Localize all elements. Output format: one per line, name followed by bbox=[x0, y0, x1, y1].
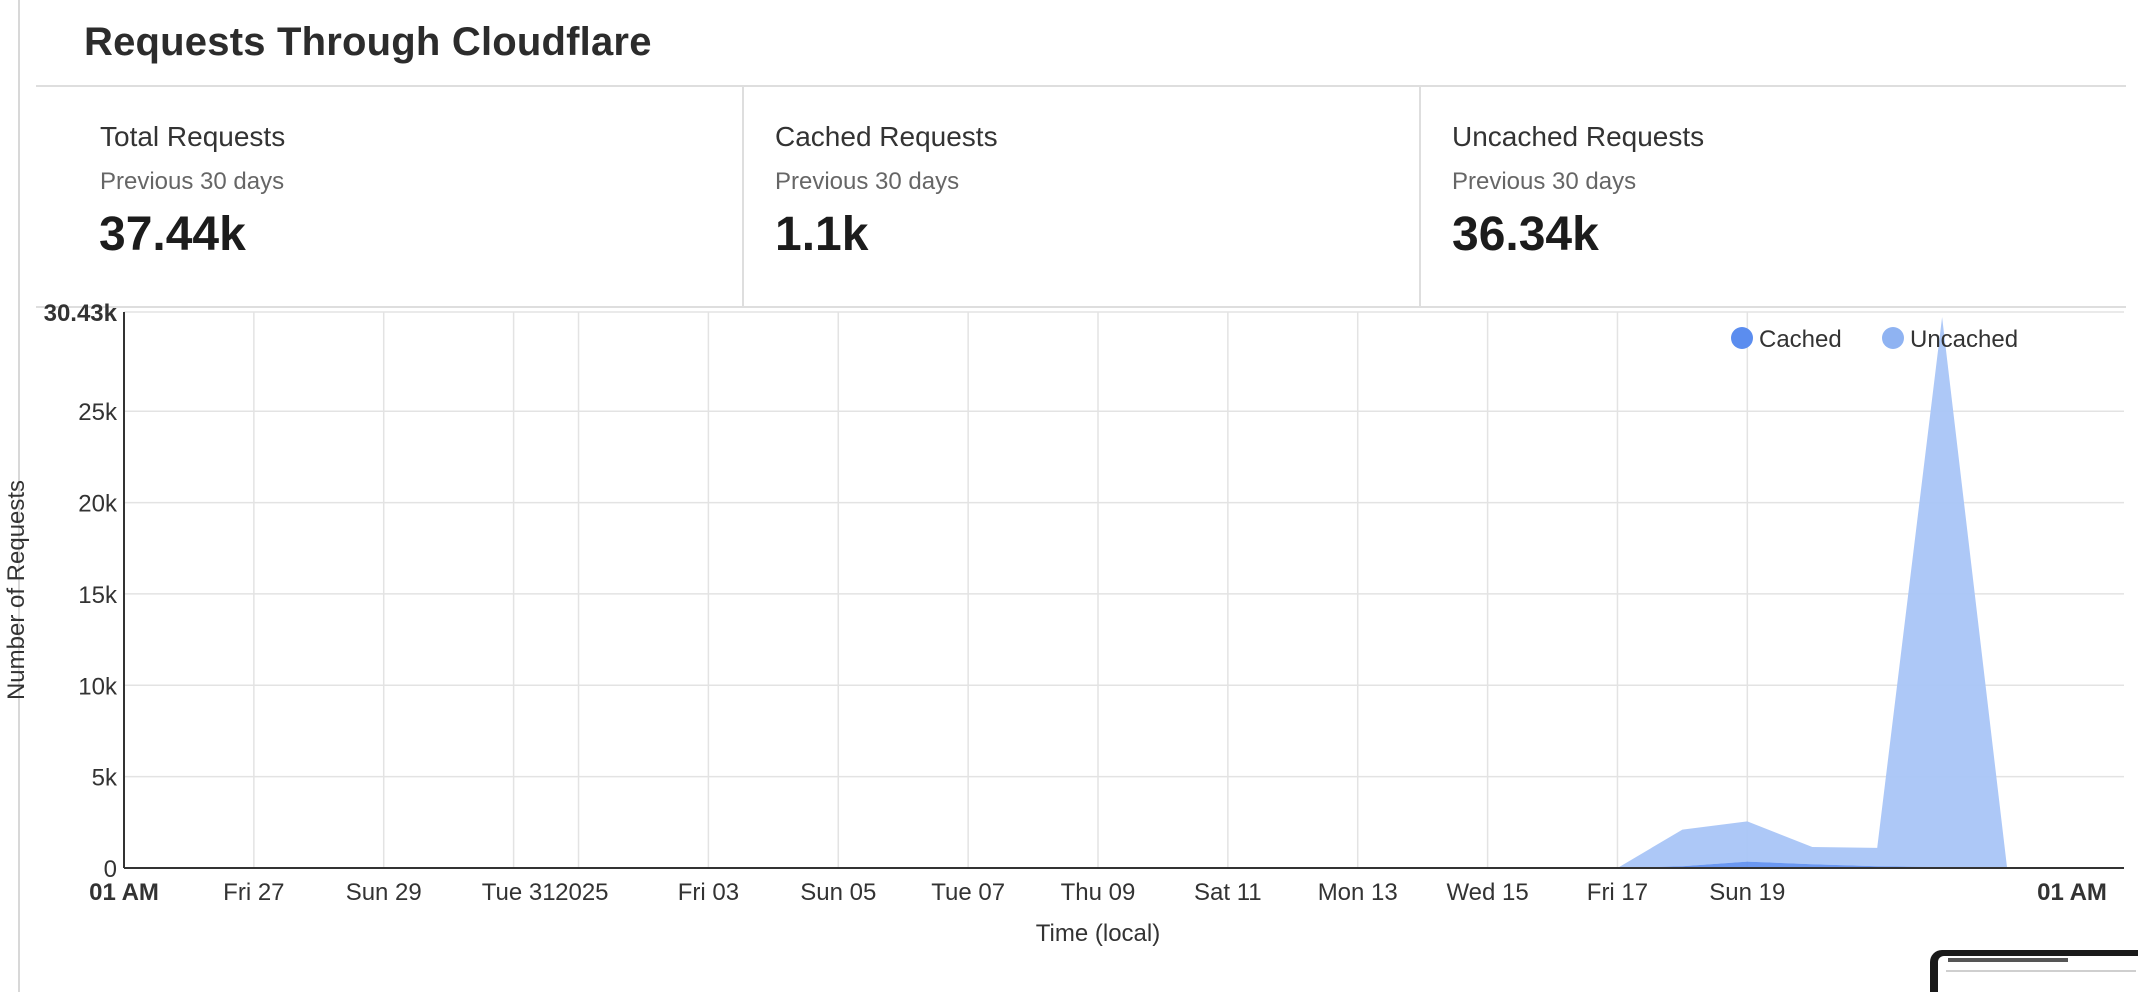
stat-label: Uncached Requests bbox=[1452, 121, 1705, 152]
x-tick-label: Sun 19 bbox=[1709, 879, 1785, 906]
legend-label-cached: Cached bbox=[1759, 326, 1842, 353]
x-tick-label: Sun 05 bbox=[800, 879, 876, 906]
y-tick-label: 30.43k bbox=[44, 300, 118, 327]
x-tick-label: Fri 17 bbox=[1587, 879, 1648, 906]
x-tick-label: Tue 07 bbox=[931, 879, 1005, 906]
stat-period: Previous 30 days bbox=[775, 168, 960, 195]
legend-marker-uncached bbox=[1882, 327, 1904, 349]
stat-value: 37.44k bbox=[99, 208, 246, 261]
thumbnail-preview bbox=[1938, 956, 2138, 992]
y-axis-title: Number of Requests bbox=[3, 480, 30, 700]
x-tick-label: Thu 09 bbox=[1061, 879, 1136, 906]
stat-period: Previous 30 days bbox=[100, 168, 285, 195]
x-tick-label: 01 AM bbox=[2037, 879, 2107, 906]
y-tick-label: 25k bbox=[78, 399, 118, 426]
stats-row: Total Requests Previous 30 days 37.44k C… bbox=[36, 87, 2126, 306]
x-tick-label: Sat 11 bbox=[1194, 879, 1262, 906]
y-tick-label: 0 bbox=[104, 856, 117, 883]
y-tick-label: 20k bbox=[78, 491, 118, 518]
legend-label-uncached: Uncached bbox=[1910, 326, 2018, 353]
header-divider bbox=[36, 85, 2126, 87]
stat-value: 1.1k bbox=[775, 208, 869, 261]
x-tick-label: Wed 15 bbox=[1446, 879, 1528, 906]
stat-label: Cached Requests bbox=[775, 121, 998, 152]
stat-uncached-requests: Uncached Requests Previous 30 days 36.34… bbox=[1419, 87, 2128, 306]
x-tick-label: Tue 31 bbox=[482, 879, 556, 906]
x-tick-label: 2025 bbox=[555, 879, 608, 906]
x-tick-label: Mon 13 bbox=[1318, 879, 1398, 906]
stat-cached-requests: Cached Requests Previous 30 days 1.1k bbox=[742, 87, 1419, 306]
stat-period: Previous 30 days bbox=[1452, 168, 1637, 195]
thumbnail-divider bbox=[1946, 970, 2136, 972]
y-tick-label: 5k bbox=[92, 765, 118, 792]
x-tick-label: Sun 29 bbox=[346, 879, 422, 906]
y-tick-label: 15k bbox=[78, 582, 118, 609]
screenshot-thumbnail[interactable] bbox=[1930, 950, 2138, 992]
x-tick-label: Fri 27 bbox=[223, 879, 284, 906]
card-title: Requests Through Cloudflare bbox=[84, 20, 652, 64]
stat-total-requests: Total Requests Previous 30 days 37.44k bbox=[36, 87, 742, 306]
x-axis-title: Time (local) bbox=[1036, 920, 1160, 947]
legend-marker-cached bbox=[1731, 327, 1753, 349]
stat-label: Total Requests bbox=[100, 121, 286, 152]
x-tick-label: Fri 03 bbox=[678, 879, 739, 906]
series-uncached-area bbox=[124, 317, 2008, 869]
stats-divider bbox=[36, 306, 2126, 308]
thumbnail-title bbox=[1948, 958, 2068, 962]
sidebar-border bbox=[18, 0, 20, 992]
stat-value: 36.34k bbox=[1452, 208, 1599, 261]
y-tick-label: 10k bbox=[78, 673, 118, 700]
x-tick-label: 01 AM bbox=[89, 879, 159, 906]
